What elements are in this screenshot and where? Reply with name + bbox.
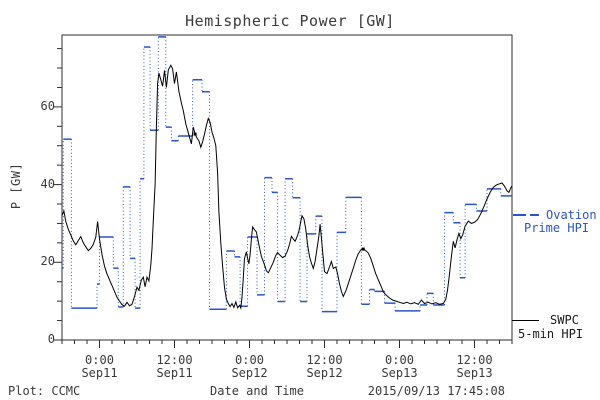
x-tick-label: 0:00 Sep12 [231,353,268,380]
x-tick-label: 0:00 Sep11 [81,353,118,380]
chart-title: Hemispheric Power [GW] [185,12,395,30]
legend-label-swpc: SWPC [550,313,579,327]
y-tick-label: 60 [40,98,55,113]
x-tick-label: 12:00 Sep13 [456,353,493,380]
ovation-legend-dash [530,214,539,216]
legend-label-ovation: Ovation [546,208,597,222]
ovation-legend-dash [513,214,526,216]
y-tick-label: 40 [40,176,55,191]
swpc-legend-line [512,320,539,321]
x-axis-title: Date and Time [210,384,304,398]
legend-label-swpc-2: 5-min HPI [518,327,584,341]
y-tick-label: 0 [47,332,55,346]
plot-credit: Plot: CCMC [8,384,81,398]
x-tick-label: 12:00 Sep11 [156,353,193,380]
legend-label-ovation-2: Prime HPI [524,221,590,235]
plot-timestamp: 2015/09/13 17:45:08 [367,384,505,398]
y-tick-label: 20 [40,254,55,269]
x-tick-label: 12:00 Sep12 [306,353,343,380]
x-tick-label: 0:00 Sep13 [381,353,418,380]
